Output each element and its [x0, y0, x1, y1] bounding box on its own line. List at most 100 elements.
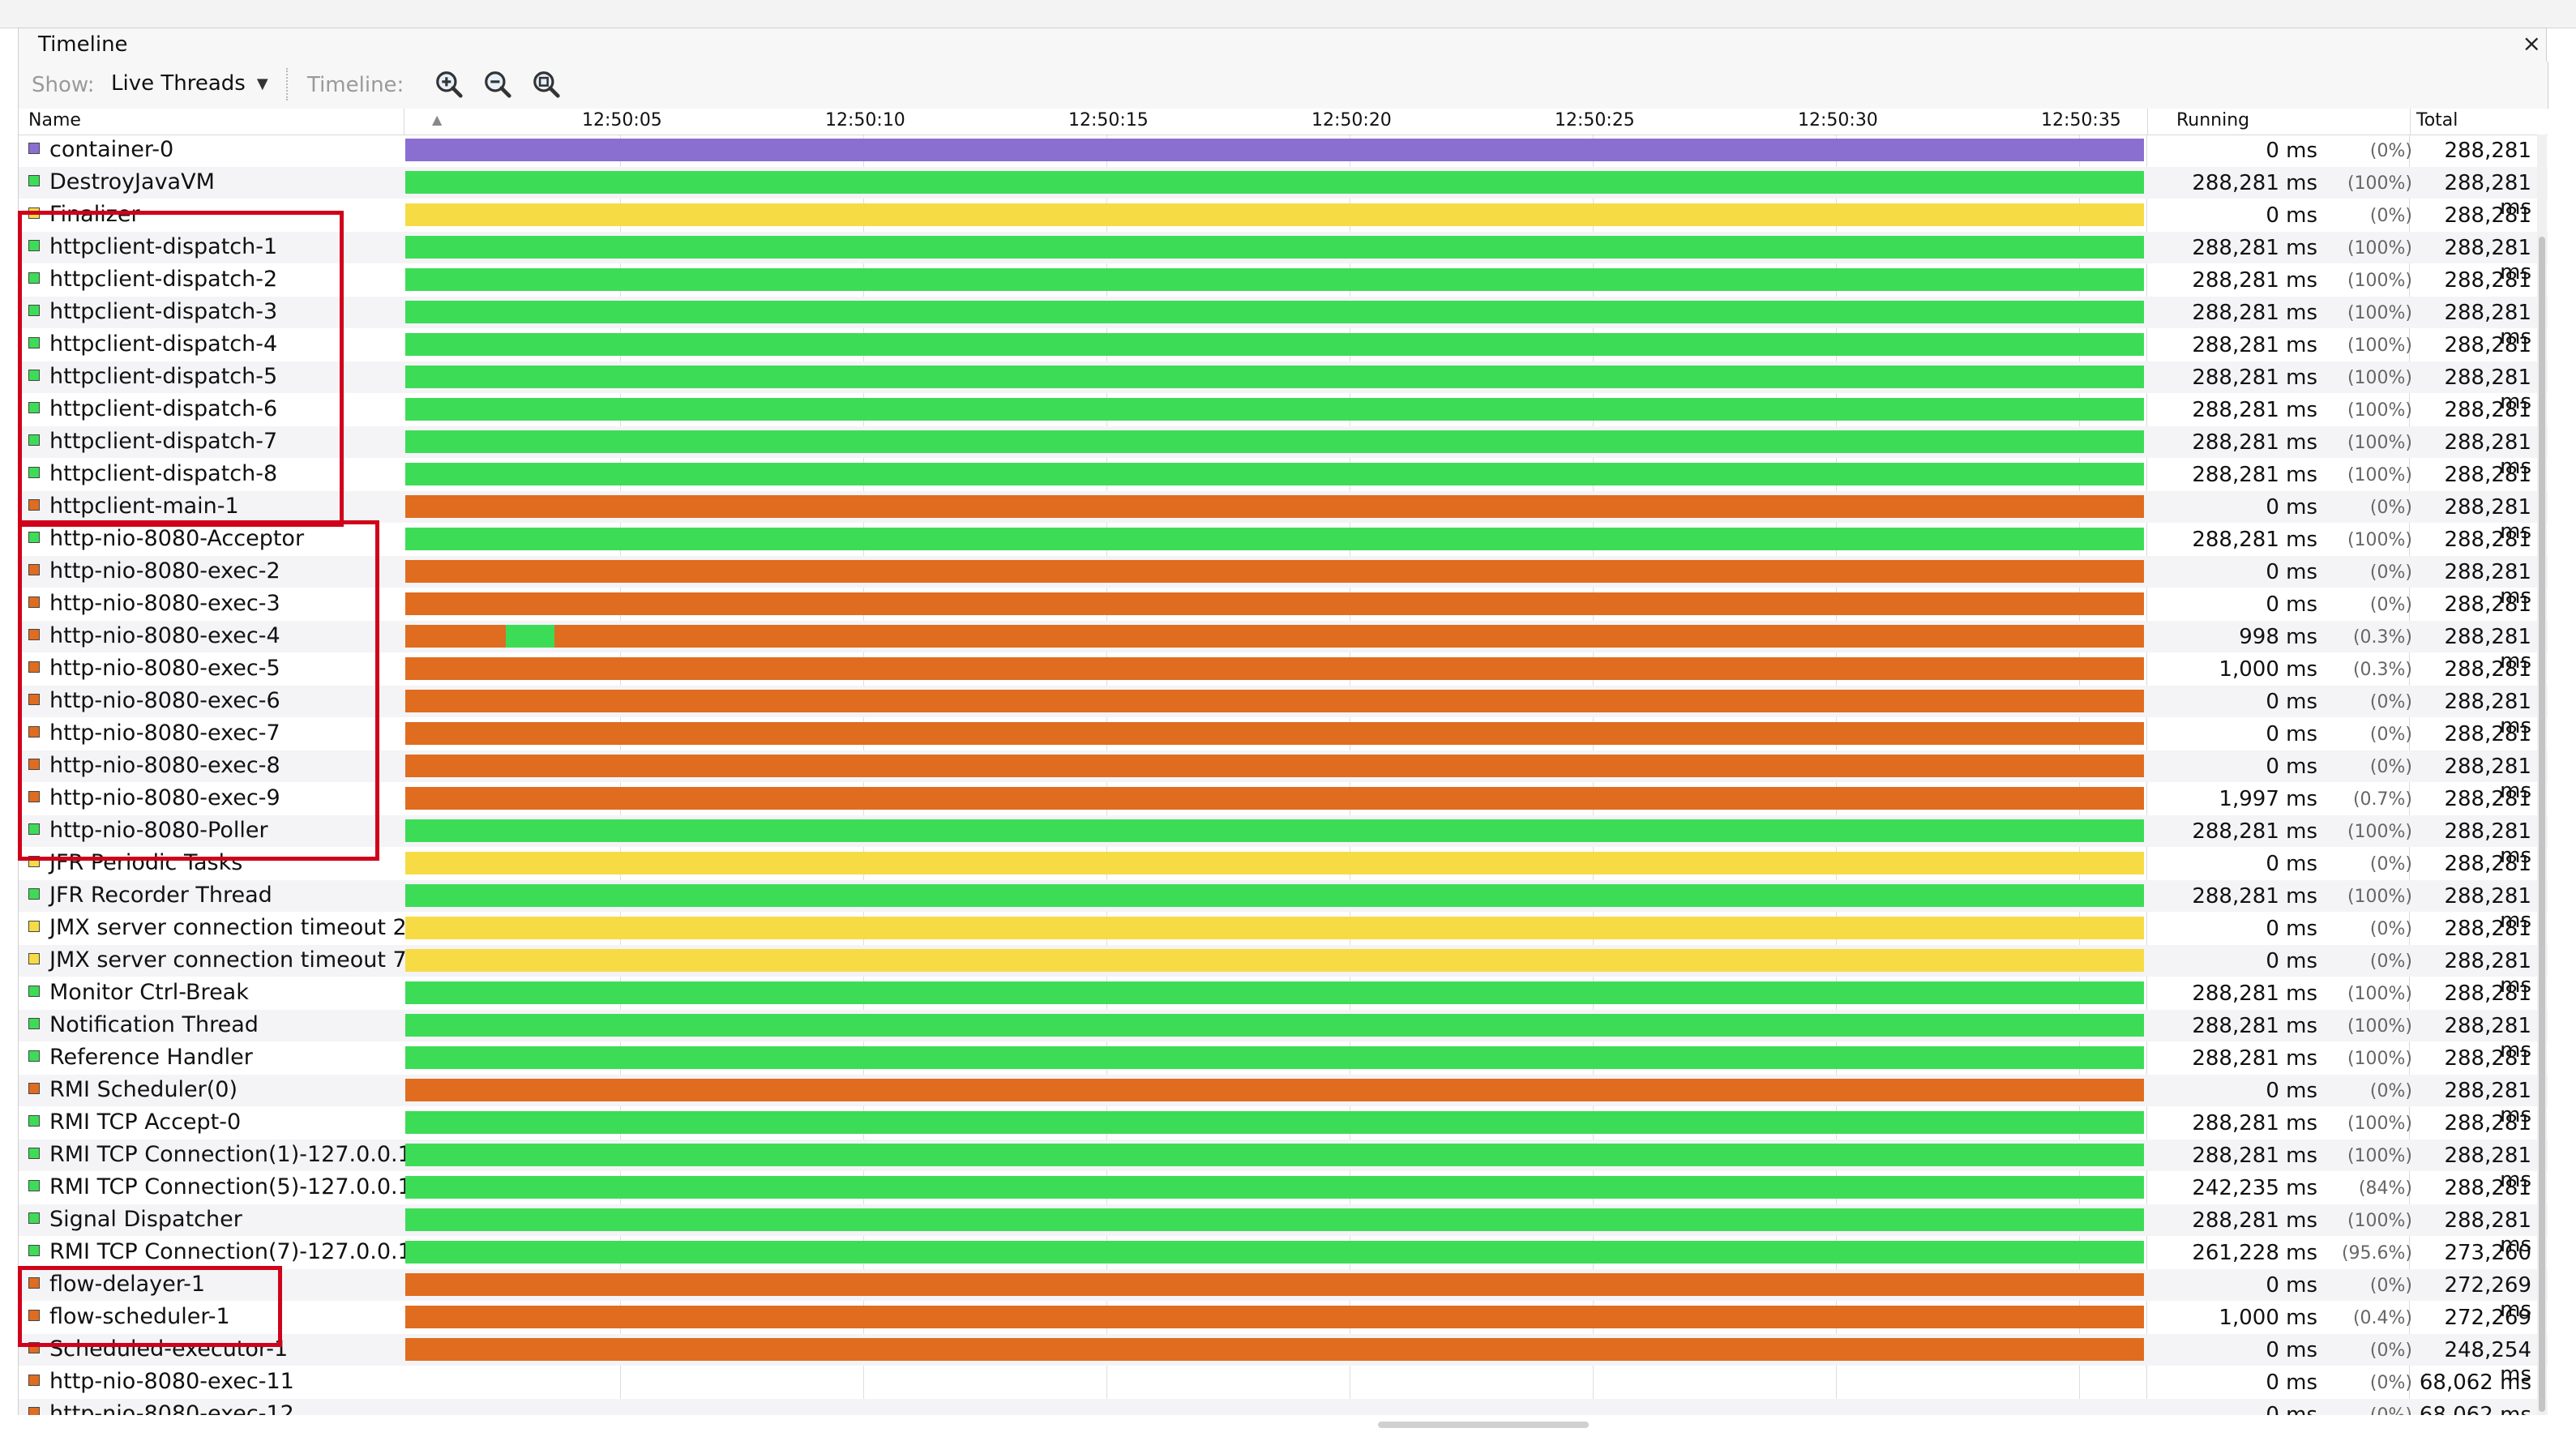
- thread-timeline-bar[interactable]: [405, 1370, 2144, 1393]
- thread-timeline-bar[interactable]: [405, 398, 2144, 421]
- horizontal-scrollbar-thumb[interactable]: [1378, 1422, 1589, 1428]
- thread-timeline-bar[interactable]: [405, 592, 2144, 615]
- table-row[interactable]: httpclient-dispatch-4 288,281 ms (100%) 288…: [19, 329, 2548, 382]
- thread-timeline-bar[interactable]: [405, 430, 2144, 453]
- thread-name: httpclient-dispatch-2: [49, 267, 278, 292]
- thread-timeline-bar[interactable]: [405, 1403, 2144, 1415]
- thread-timeline-bar[interactable]: [405, 171, 2144, 194]
- running-time: 242,235 ms: [2192, 1176, 2317, 1200]
- thread-timeline-bar[interactable]: [405, 236, 2144, 259]
- table-row[interactable]: httpclient-dispatch-5 288,281 ms (100%) 288…: [19, 361, 2548, 414]
- table-row[interactable]: RMI TCP Accept-0 288,281 ms (100%) 288,281 …: [19, 1107, 2548, 1160]
- thread-timeline-bar[interactable]: [405, 1241, 2144, 1264]
- table-row[interactable]: http-nio-8080-exec-2 0 ms (0%) 288,281 ms: [19, 556, 2548, 609]
- column-header-name[interactable]: Name: [28, 110, 81, 130]
- table-row[interactable]: RMI Scheduler(0) 0 ms (0%) 288,281 ms: [19, 1075, 2548, 1127]
- thread-timeline-bar[interactable]: [405, 884, 2144, 907]
- table-row[interactable]: httpclient-main-1 0 ms (0%) 288,281 ms: [19, 491, 2548, 544]
- table-row[interactable]: flow-scheduler-11,000 ms(0.4%)272,269 ms: [19, 1302, 2548, 1354]
- table-row[interactable]: RMI TCP Connection(7)-127.0.0.1 261,228 m…: [19, 1237, 2548, 1289]
- table-row[interactable]: http-nio-8080-exec-70 ms(0%)288,281 ms: [19, 718, 2548, 771]
- table-row[interactable]: JMX server connection timeout 70 0 ms (0%)…: [19, 945, 2548, 998]
- thread-timeline-bar[interactable]: [405, 1111, 2144, 1134]
- thread-timeline-bar[interactable]: [405, 787, 2144, 810]
- table-row[interactable]: Notification Thread 288,281 ms (100%) 288,2…: [19, 1010, 2548, 1063]
- table-row[interactable]: httpclient-dispatch-1 288,281 ms (100%) 288…: [19, 232, 2548, 284]
- thread-state-icon: [28, 175, 40, 186]
- thread-timeline-bar[interactable]: [405, 981, 2144, 1004]
- thread-timeline-bar[interactable]: [405, 917, 2144, 939]
- thread-timeline-bar[interactable]: [405, 463, 2144, 485]
- table-row[interactable]: Reference Handler 288,281 ms (100%) 288,281…: [19, 1042, 2548, 1095]
- thread-timeline-bar[interactable]: [405, 1079, 2144, 1101]
- thread-timeline-bar[interactable]: [405, 1046, 2144, 1069]
- zoom-out-button[interactable]: [479, 66, 516, 102]
- table-row[interactable]: JFR Recorder Thread 288,281 ms (100%) 288,2…: [19, 880, 2548, 933]
- table-row[interactable]: DestroyJavaVM 288,281 ms (100%) 288,281 ms: [19, 167, 2548, 220]
- table-row[interactable]: httpclient-dispatch-8 288,281 ms (100%) 288…: [19, 459, 2548, 511]
- running-percent: (0%): [2369, 854, 2412, 874]
- thread-timeline-bar[interactable]: [405, 528, 2144, 550]
- thread-state-icon: [28, 1180, 40, 1191]
- table-row[interactable]: http-nio-8080-exec-4 998 ms (0.3%) 288,281 …: [19, 621, 2548, 673]
- vertical-scrollbar[interactable]: [2537, 135, 2547, 1415]
- table-row[interactable]: httpclient-dispatch-7 288,281 ms (100%) 288…: [19, 426, 2548, 479]
- thread-timeline-bar[interactable]: [405, 366, 2144, 388]
- zoom-fit-button[interactable]: [528, 66, 565, 102]
- table-row[interactable]: flow-delayer-1 0 ms (0%) 272,269 ms: [19, 1269, 2548, 1322]
- thread-timeline-bar[interactable]: [405, 819, 2144, 842]
- table-row[interactable]: Signal Dispatcher 288,281 ms (100%) 288,281…: [19, 1204, 2548, 1257]
- thread-timeline-bar[interactable]: [405, 268, 2144, 291]
- thread-timeline-bar[interactable]: [405, 1208, 2144, 1231]
- table-row[interactable]: RMI TCP Connection(5)-127.0.0.1 242,235 m…: [19, 1172, 2548, 1225]
- thread-timeline-bar[interactable]: [405, 495, 2144, 518]
- thread-timeline-bar[interactable]: [405, 1273, 2144, 1296]
- table-row[interactable]: container-00 ms(0%)288,281 ms: [19, 135, 2548, 187]
- column-header-total[interactable]: Total: [2416, 110, 2458, 130]
- show-threads-dropdown[interactable]: Live Threads ▼: [103, 68, 276, 99]
- table-row[interactable]: http-nio-8080-exec-12 0 ms (0%) 68,062 ms: [19, 1399, 2548, 1415]
- timeline-tick-label: 12:50:20: [1312, 110, 1392, 130]
- scrollbar-thumb[interactable]: [2539, 237, 2545, 1412]
- thread-timeline-bar[interactable]: [405, 852, 2144, 874]
- table-row[interactable]: Monitor Ctrl-Break 288,281 ms (100%) 288,28…: [19, 977, 2548, 1030]
- table-row[interactable]: Scheduled-executor-1 0 ms (0%) 248,254 ms: [19, 1334, 2548, 1387]
- thread-timeline-bar[interactable]: [405, 560, 2144, 583]
- thread-timeline-bar[interactable]: [405, 1144, 2144, 1166]
- close-icon[interactable]: ×: [2522, 30, 2541, 57]
- table-row[interactable]: JMX server connection timeout 20 0 ms (0%)…: [19, 913, 2548, 965]
- table-row[interactable]: http-nio-8080-exec-30 ms(0%)288,281 ms: [19, 588, 2548, 641]
- thread-timeline-bar[interactable]: [405, 1338, 2144, 1361]
- table-row[interactable]: http-nio-8080-exec-9 1,997 ms (0.7%) 288,28…: [19, 783, 2548, 836]
- thread-timeline-bar[interactable]: [405, 333, 2144, 356]
- table-row[interactable]: httpclient-dispatch-3 288,281 ms (100%) 288…: [19, 297, 2548, 349]
- running-time: 0 ms: [2266, 203, 2317, 228]
- thread-timeline-bar[interactable]: [405, 755, 2144, 777]
- table-row[interactable]: RMI TCP Connection(1)-127.0.0.1 288,281 m…: [19, 1140, 2548, 1192]
- table-row[interactable]: http-nio-8080-Acceptor 288,281 ms (100%) 28…: [19, 524, 2548, 576]
- thread-timeline-bar[interactable]: [405, 203, 2144, 226]
- table-row[interactable]: httpclient-dispatch-2 288,281 ms (100%) 288…: [19, 264, 2548, 317]
- table-row[interactable]: http-nio-8080-exec-8 0 ms (0%) 288,281 ms: [19, 750, 2548, 803]
- thread-timeline-bar[interactable]: [405, 949, 2144, 972]
- window-top-strip: [0, 0, 2576, 28]
- thread-timeline-bar[interactable]: [405, 139, 2144, 161]
- thread-timeline-bar[interactable]: [405, 1176, 2144, 1199]
- table-row[interactable]: httpclient-dispatch-6 288,281 ms (100%) 288…: [19, 394, 2548, 447]
- thread-timeline-bar[interactable]: [405, 1306, 2144, 1328]
- zoom-in-button[interactable]: [430, 66, 468, 102]
- running-percent: (100%): [2347, 887, 2412, 907]
- table-row[interactable]: http-nio-8080-exec-6 0 ms (0%) 288,281 ms: [19, 686, 2548, 738]
- thread-timeline-bar[interactable]: [405, 722, 2144, 745]
- thread-timeline-bar[interactable]: [405, 1014, 2144, 1037]
- table-row[interactable]: http-nio-8080-Poller 288,281 ms (100%) 288,…: [19, 815, 2548, 868]
- thread-timeline-bar[interactable]: [405, 301, 2144, 323]
- table-row[interactable]: http-nio-8080-exec-11 0 ms (0%) 68,062 ms: [19, 1366, 2548, 1398]
- table-row[interactable]: http-nio-8080-exec-5 1,000 ms (0.3%) 288,28…: [19, 653, 2548, 706]
- thread-timeline-bar[interactable]: [405, 657, 2144, 680]
- thread-timeline-bar[interactable]: [405, 690, 2144, 712]
- column-header-running[interactable]: Running: [2176, 110, 2250, 130]
- thread-timeline-bar[interactable]: [405, 625, 2144, 648]
